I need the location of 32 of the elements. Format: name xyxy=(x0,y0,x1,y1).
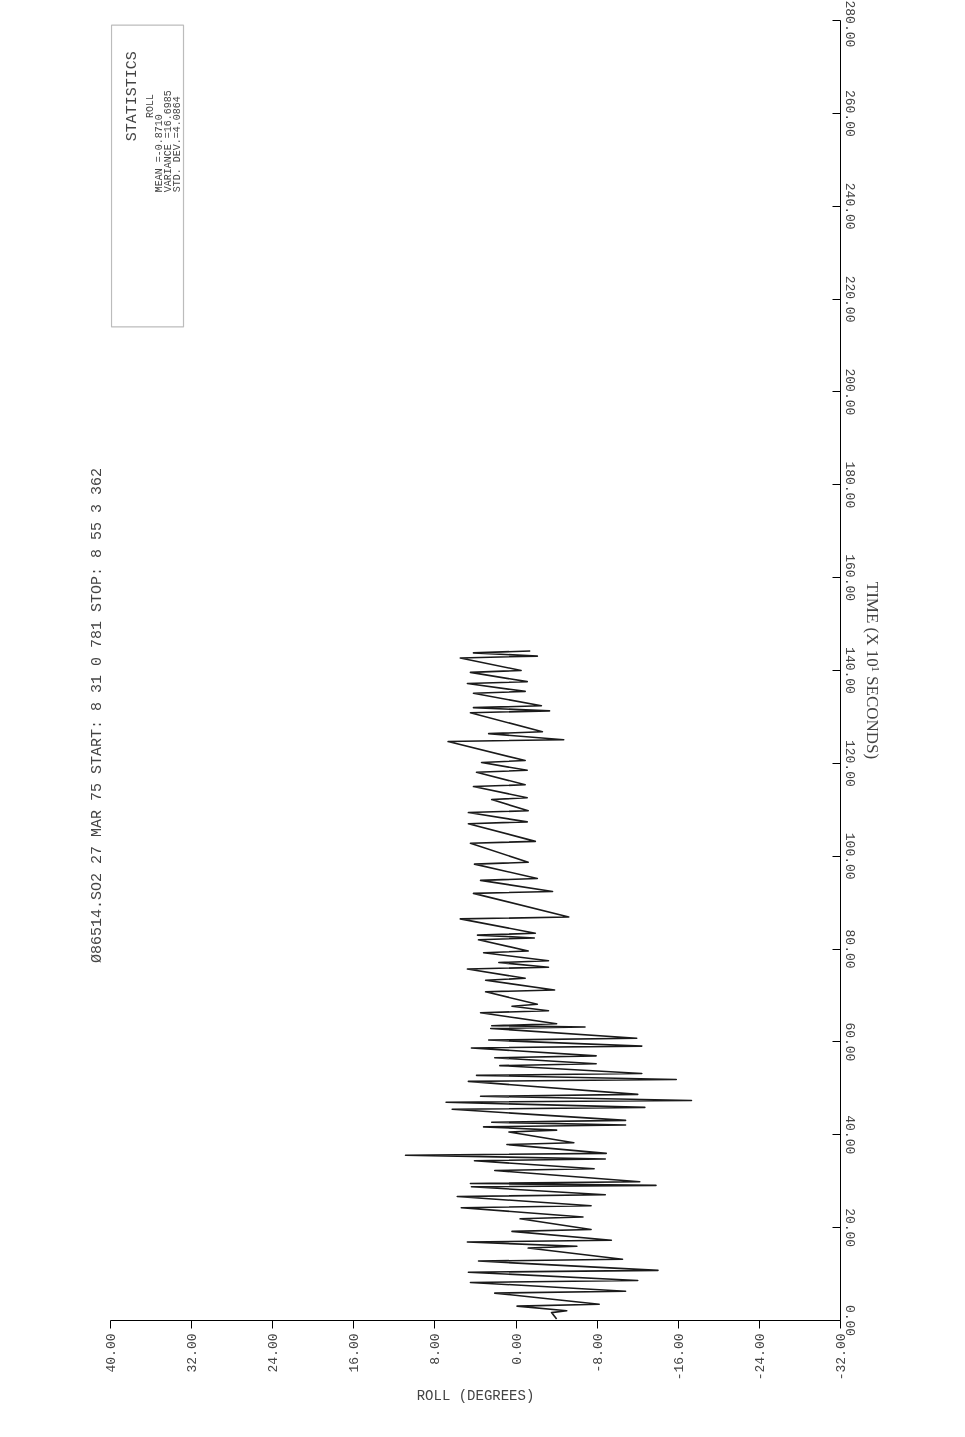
x-tick-label: 32.00 xyxy=(185,1333,201,1373)
y-tick-label: 100.00 xyxy=(841,832,857,880)
annotation: STD. DEV.=4.0864 xyxy=(171,96,183,193)
y-tick-label: 220.00 xyxy=(841,275,857,323)
x-tick-label: 24.00 xyxy=(266,1333,282,1373)
y-tick-label: 160.00 xyxy=(841,554,857,602)
y-tick-label: 120.00 xyxy=(841,739,857,787)
line-series xyxy=(404,650,693,1320)
y-tick-label: 180.00 xyxy=(841,461,857,509)
x-tick-label: 8.00 xyxy=(428,1333,444,1365)
y-tick-label: 20.00 xyxy=(841,1208,857,1248)
y-tick-label: 80.00 xyxy=(841,929,857,969)
x-tick-label: -8.00 xyxy=(590,1333,606,1373)
y-tick-label: 280.00 xyxy=(841,0,857,48)
y-axis-title: TIME (X 10¹ SECONDS) xyxy=(862,581,882,760)
x-tick-label: 0.00 xyxy=(509,1333,525,1365)
annotation: ROLL xyxy=(144,93,156,118)
text: Ø86514.SO2 27 MAR 75 START: 8 31 0 781 STOP: 8 55 3 362 xyxy=(88,467,106,964)
x-tick-label: -24.00 xyxy=(752,1333,768,1381)
y-tick-label: 240.00 xyxy=(841,182,857,230)
annotation: STATISTICS xyxy=(124,51,142,142)
y-tick-label: 60.00 xyxy=(841,1022,857,1062)
y-tick-label: 260.00 xyxy=(841,89,857,137)
y-tick-label: 40.00 xyxy=(841,1115,857,1155)
annotation: VARIANCE =16.6985 xyxy=(162,90,174,193)
x-tick-label: -16.00 xyxy=(671,1333,687,1381)
y-tick-label: 200.00 xyxy=(841,368,857,416)
y-tick-label: 140.00 xyxy=(841,647,857,694)
x-tick-label: 16.00 xyxy=(347,1333,363,1373)
x-tick-label: 40.00 xyxy=(104,1333,119,1373)
annotation: MEAN =-0.8710 xyxy=(153,114,165,193)
x-axis-title: ROLL (DEGREES) xyxy=(416,1388,535,1405)
